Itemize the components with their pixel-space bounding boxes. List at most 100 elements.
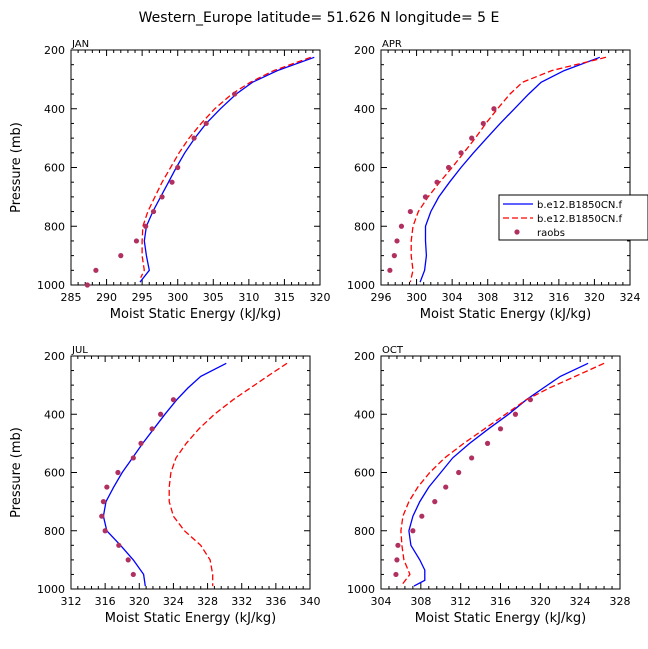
raobs-point bbox=[497, 426, 504, 432]
raobs-point bbox=[398, 223, 405, 229]
legend-dot bbox=[514, 229, 520, 235]
raobs-point bbox=[445, 164, 452, 171]
raobs-point bbox=[104, 484, 110, 490]
raobs-point bbox=[115, 469, 121, 476]
series-line-dashed bbox=[409, 56, 607, 283]
raobs-point bbox=[394, 238, 400, 244]
raobs-point bbox=[527, 397, 533, 403]
raobs-point bbox=[458, 150, 464, 156]
x-tick-label: 316 bbox=[95, 595, 116, 608]
panel-jan: 285 290 295 300 305 310 315 320 200 400 600 800 1000… bbox=[9, 39, 331, 322]
y-tick-label: 400 bbox=[354, 103, 375, 116]
x-tick-label: 310 bbox=[238, 291, 259, 304]
panel-oct: 304 308 312 316 320 324 328 200 400 600 800 1000 OCT… bbox=[347, 345, 631, 626]
raobs-point bbox=[393, 571, 399, 578]
legend-entry-label: b.e12.B1850CN.f bbox=[537, 200, 623, 211]
raobs-point bbox=[456, 469, 462, 476]
raobs-point bbox=[149, 426, 155, 432]
raobs-point bbox=[469, 135, 475, 141]
y-tick-label: 600 bbox=[44, 467, 65, 480]
raobs-point bbox=[150, 208, 157, 215]
raobs-point bbox=[158, 411, 164, 417]
legend: b.e12.B1850CN.f b.e12.B1850CN.f raobs bbox=[498, 194, 648, 241]
raobs-point bbox=[387, 267, 393, 273]
x-tick-label: 308 bbox=[477, 291, 498, 304]
raobs-point bbox=[394, 557, 400, 563]
x-tick-label: 285 bbox=[61, 291, 82, 304]
y-tick-label: 600 bbox=[44, 162, 65, 175]
legend-entry-label: b.e12.B1850CN.f bbox=[537, 214, 623, 225]
raobs-point bbox=[419, 513, 425, 519]
panel-jul: 312 316 320 324 328 332 336 340 200 400 600 800 1000… bbox=[9, 345, 321, 626]
raobs-point bbox=[175, 164, 181, 171]
raobs-point bbox=[512, 411, 519, 417]
series-line-solid bbox=[102, 362, 227, 587]
raobs-point bbox=[422, 194, 429, 200]
panel-label: APR bbox=[382, 39, 402, 50]
y-tick-label: 1000 bbox=[347, 583, 375, 596]
series-line-dashed bbox=[400, 362, 605, 587]
x-tick-label: 320 bbox=[310, 291, 331, 304]
panel-label: JAN bbox=[71, 39, 89, 50]
series-line-dashed bbox=[168, 362, 288, 587]
series-line-dashed bbox=[140, 56, 312, 278]
x-tick-label: 324 bbox=[570, 595, 591, 608]
series-line-solid bbox=[419, 56, 601, 283]
plot-frame bbox=[70, 355, 311, 590]
y-tick-label: 200 bbox=[44, 350, 65, 363]
series-line-solid bbox=[139, 56, 315, 283]
raobs-point bbox=[491, 106, 497, 112]
legend-entry-label: raobs bbox=[537, 228, 565, 239]
panel-apr: 296 300 304 308 312 316 320 324 200 400 600 800 1000… bbox=[347, 39, 641, 322]
x-tick-label: 320 bbox=[584, 291, 605, 304]
x-tick-label: 328 bbox=[197, 595, 218, 608]
y-tick-label: 1000 bbox=[347, 279, 375, 292]
x-tick-label: 320 bbox=[530, 595, 551, 608]
x-tick-label: 300 bbox=[167, 291, 188, 304]
raobs-point bbox=[443, 484, 449, 490]
series-group bbox=[409, 56, 607, 283]
y-tick-label: 800 bbox=[44, 525, 65, 538]
raobs-point bbox=[169, 179, 175, 185]
raobs-point bbox=[469, 455, 475, 461]
x-tick-label: 316 bbox=[490, 595, 511, 608]
raobs-point bbox=[407, 208, 413, 215]
y-axis-label: Pressure (mb) bbox=[9, 122, 24, 213]
raobs-point bbox=[100, 499, 107, 505]
raobs-point bbox=[133, 238, 140, 244]
y-tick-label: 400 bbox=[44, 103, 65, 116]
x-axis-label: Moist Static Energy (kJ/kg) bbox=[415, 611, 586, 626]
raobs-point bbox=[410, 528, 416, 534]
x-tick-label: 340 bbox=[300, 595, 321, 608]
y-tick-label: 800 bbox=[354, 220, 375, 233]
raobs-point bbox=[99, 513, 105, 519]
raobs-point bbox=[116, 542, 122, 548]
y-tick-label: 800 bbox=[354, 525, 375, 538]
raobs-point bbox=[203, 120, 209, 127]
raobs-point bbox=[170, 397, 177, 403]
x-tick-label: 332 bbox=[231, 595, 252, 608]
raobs-point bbox=[191, 135, 197, 141]
series-group bbox=[139, 56, 315, 283]
panel-label: JUL bbox=[71, 345, 88, 356]
x-tick-label: 305 bbox=[203, 291, 224, 304]
y-tick-label: 200 bbox=[354, 44, 375, 57]
raobs-point bbox=[93, 267, 99, 273]
x-axis-label: Moist Static Energy (kJ/kg) bbox=[420, 307, 591, 322]
x-tick-label: 320 bbox=[129, 595, 150, 608]
raobs-point bbox=[159, 194, 165, 200]
x-axis-label: Moist Static Energy (kJ/kg) bbox=[105, 611, 276, 626]
panel-label: OCT bbox=[382, 345, 404, 356]
raobs-point bbox=[102, 528, 108, 534]
raobs-point bbox=[434, 179, 440, 185]
y-tick-label: 600 bbox=[354, 467, 375, 480]
x-tick-label: 328 bbox=[610, 595, 631, 608]
figure-title: Western_Europe latitude= 51.626 N longit… bbox=[139, 10, 500, 26]
series-group bbox=[102, 362, 288, 587]
raobs-point bbox=[480, 120, 486, 127]
raobs-point bbox=[143, 223, 149, 229]
raobs-point bbox=[118, 253, 124, 259]
raobs-point bbox=[84, 282, 90, 288]
raobs-point bbox=[391, 253, 397, 259]
